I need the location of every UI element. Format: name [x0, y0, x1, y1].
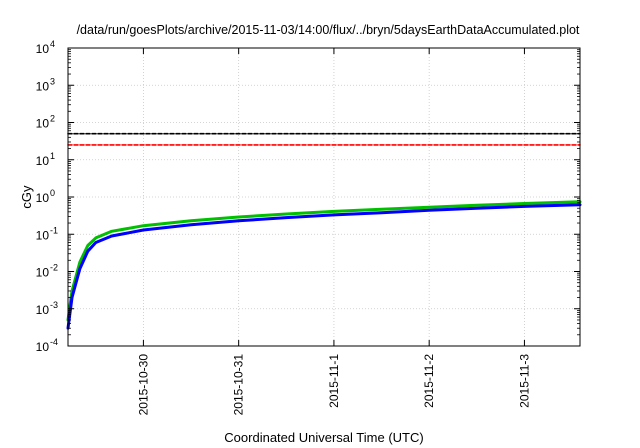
x-tick-labels: 2015-10-30 2015-10-31 2015-11-1 2015-11-2 20… [136, 354, 531, 416]
chart-title: /data/run/goesPlots/archive/2015-11-03/1… [77, 23, 580, 37]
x-tick-label: 2015-10-30 [136, 354, 150, 416]
series-layer [66, 132, 582, 330]
y-axis-label: cGy [19, 185, 34, 209]
y-tick-label: 10 [36, 303, 50, 317]
x-axis-label: Coordinated Universal Time (UTC) [224, 430, 423, 445]
x-tick-label: 2015-10-31 [232, 354, 246, 416]
y-tick-exponent: -1 [50, 225, 58, 235]
series-line [66, 203, 582, 330]
x-tick-label: 2015-11-3 [517, 354, 531, 408]
y-tick-label: 10 [36, 191, 50, 205]
y-tick-exponent: 3 [50, 76, 55, 86]
y-tick-exponent: -4 [50, 337, 58, 347]
y-tick-label: 10 [36, 42, 50, 56]
y-tick-label: 10 [36, 266, 50, 280]
y-tick-label: 10 [36, 117, 50, 131]
y-tick-exponent: 1 [50, 151, 55, 161]
x-tick-label: 2015-11-2 [422, 354, 436, 408]
series-line [66, 200, 582, 322]
y-tick-exponent: -2 [50, 263, 58, 273]
y-tick-exponent: -3 [50, 300, 58, 310]
y-tick-exponent: 2 [50, 114, 55, 124]
y-tick-label: 10 [36, 340, 50, 354]
y-tick-exponent: 4 [50, 39, 55, 49]
y-tick-label: 10 [36, 79, 50, 93]
y-tick-label: 10 [36, 154, 50, 168]
y-tick-exponent: 0 [50, 188, 55, 198]
x-tick-label: 2015-11-1 [327, 354, 341, 408]
y-tick-label: 10 [36, 228, 50, 242]
grid-layer [68, 48, 580, 346]
tick-layer [68, 47, 580, 347]
